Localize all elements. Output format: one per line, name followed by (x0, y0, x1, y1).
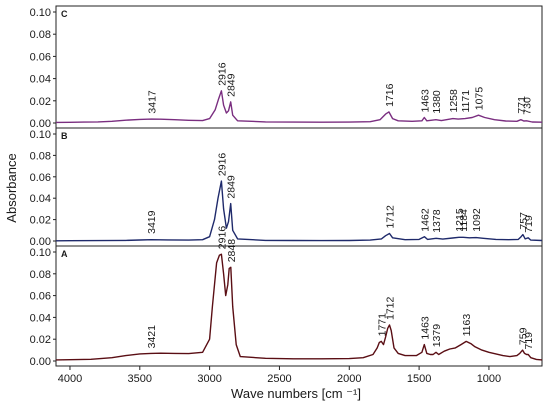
y-tick-label: 0.00 (30, 236, 51, 248)
peak-label: 730 (522, 97, 534, 115)
y-tick-label: 0.00 (30, 118, 51, 130)
y-tick-label: 0.04 (30, 193, 51, 205)
peak-label: 1463 (419, 316, 431, 340)
peak-label: 2916 (216, 153, 228, 177)
y-tick-label: 0.08 (30, 269, 51, 281)
spectrum-c-line (55, 90, 543, 124)
peak-label: 1379 (431, 324, 443, 348)
peak-label: 1092 (471, 208, 483, 232)
peak-label: 1184 (458, 209, 470, 232)
peak-label: 1771 (376, 313, 388, 337)
x-tick-label: 4000 (58, 373, 82, 385)
peak-label: 2848 (226, 239, 238, 263)
peak-label: 1075 (474, 87, 486, 111)
y-tick-label: 0.00 (30, 356, 51, 368)
y-tick-label: 0.04 (30, 312, 51, 324)
y-tick-label: 0.06 (30, 51, 51, 63)
peak-label: 3421 (146, 325, 158, 349)
x-tick-label: 2000 (337, 373, 361, 385)
y-tick-label: 0.08 (30, 29, 51, 41)
x-tick-label: 3000 (197, 373, 221, 385)
y-tick-label: 0.06 (30, 291, 51, 303)
y-tick-label: 0.02 (30, 96, 51, 108)
x-tick-label: 1500 (407, 373, 431, 385)
y-axis-title: Absorbance (4, 153, 19, 222)
peak-label: 771 (516, 96, 528, 114)
peak-label: 1716 (384, 83, 396, 107)
panel-b: 0.000.020.040.060.080.10 B341929162849171… (30, 127, 543, 248)
spectrum-b-line (55, 180, 543, 242)
peak-label: 2849 (226, 73, 238, 97)
y-tick-label: 0.06 (30, 172, 51, 184)
spectrum-a-line (55, 253, 543, 361)
x-axis: 4000 3500 3000 2500 2000 1500 1000 (58, 366, 501, 385)
peak-label: 1163 (461, 314, 473, 337)
peak-label: 3419 (146, 210, 158, 234)
panel-a-frame (55, 245, 543, 367)
peak-label: 1462 (419, 208, 431, 232)
y-tick-label: 0.10 (30, 129, 51, 141)
y-tick-label: 0.02 (30, 334, 51, 346)
panel-c-label: C (61, 9, 68, 19)
x-tick-label: 2500 (267, 373, 291, 385)
x-tick-label: 1000 (477, 373, 501, 385)
panel-b-label: B (61, 131, 68, 141)
y-tick-label: 0.10 (30, 247, 51, 259)
peak-label: 757 (518, 212, 530, 230)
peak-label: 1378 (431, 209, 443, 233)
y-tick-label: 0.08 (30, 150, 51, 162)
peak-label: 1712 (385, 296, 397, 320)
peak-label: 1215 (454, 208, 466, 232)
peak-label: 2849 (226, 175, 238, 199)
peak-label: 2916 (216, 226, 228, 250)
panel-a-label: A (61, 249, 68, 259)
peak-label: 719 (523, 215, 535, 233)
peak-label: 2916 (216, 62, 228, 86)
peak-label: 1380 (431, 90, 443, 114)
peak-label: 1463 (419, 89, 431, 113)
x-tick-label: 3500 (128, 373, 152, 385)
peak-label: 1171 (460, 90, 472, 113)
y-tick-label: 0.04 (30, 74, 51, 86)
peak-label: 719 (523, 332, 535, 350)
x-axis-title: Wave numbers [cm ⁻¹] (231, 386, 361, 401)
peak-label: 759 (518, 327, 530, 345)
peak-label: 3417 (146, 90, 158, 114)
y-tick-label: 0.02 (30, 215, 51, 227)
peak-label: 1258 (448, 89, 460, 113)
y-tick-label: 0.10 (30, 7, 51, 19)
peak-label: 1712 (385, 205, 397, 229)
